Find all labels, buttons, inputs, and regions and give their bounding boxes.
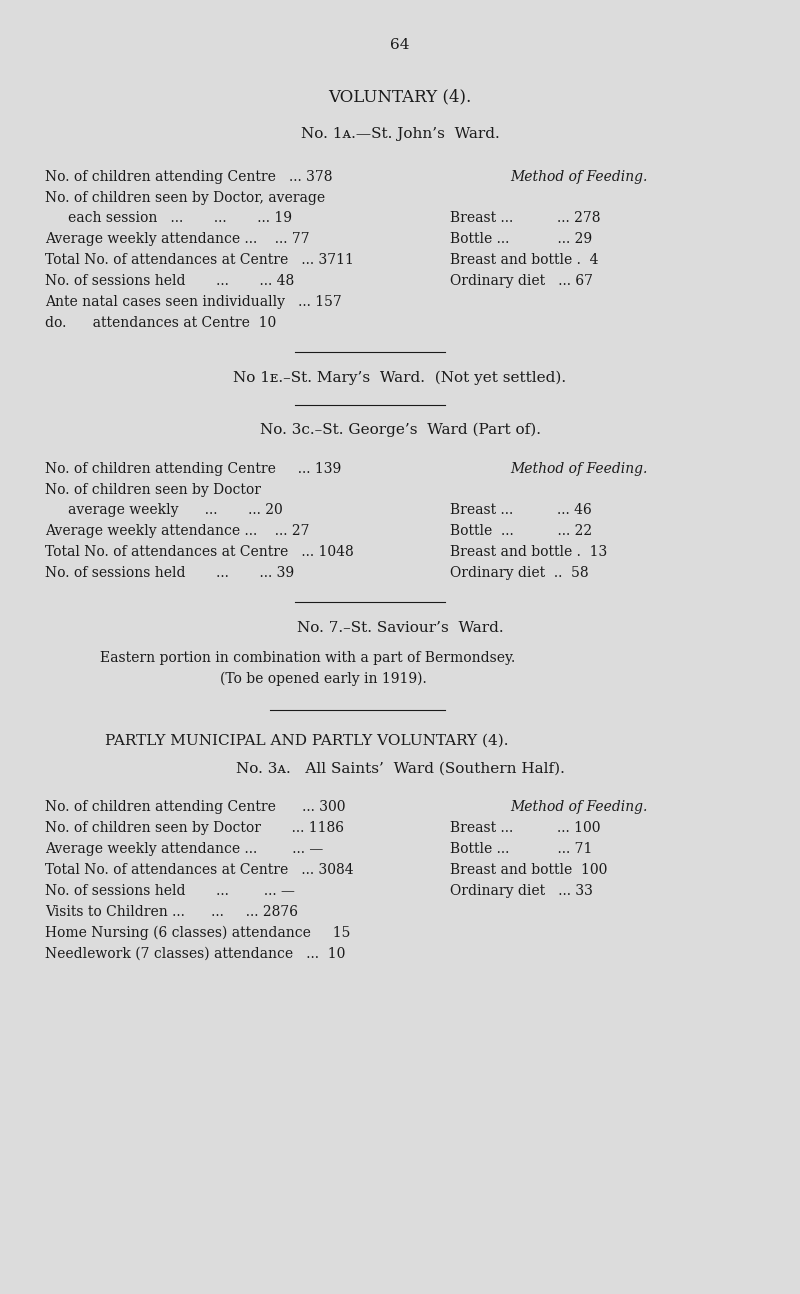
Text: No. of children attending Centre      ... 300: No. of children attending Centre ... 300 — [45, 800, 346, 814]
Text: Ordinary diet   ... 33: Ordinary diet ... 33 — [450, 884, 593, 898]
Text: Needlework (7 classes) attendance   ...  10: Needlework (7 classes) attendance ... 10 — [45, 947, 346, 961]
Text: No. 3ᴀ.   All Saints’  Ward (Southern Half).: No. 3ᴀ. All Saints’ Ward (Southern Half)… — [235, 762, 565, 776]
Text: Method of Feeding.: Method of Feeding. — [510, 170, 647, 184]
Text: PARTLY MUNICIPAL AND PARTLY VOLUNTARY (4).: PARTLY MUNICIPAL AND PARTLY VOLUNTARY (4… — [105, 734, 509, 748]
Text: Ordinary diet   ... 67: Ordinary diet ... 67 — [450, 274, 593, 289]
Text: No. of children seen by Doctor, average: No. of children seen by Doctor, average — [45, 192, 325, 204]
Text: Eastern portion in combination with a part of Bermondsey.: Eastern portion in combination with a pa… — [100, 651, 515, 665]
Text: No. 1ᴀ.—St. John’s  Ward.: No. 1ᴀ.—St. John’s Ward. — [301, 127, 499, 141]
Text: Home Nursing (6 classes) attendance     15: Home Nursing (6 classes) attendance 15 — [45, 927, 350, 941]
Text: No. of children seen by Doctor       ... 1186: No. of children seen by Doctor ... 1186 — [45, 820, 344, 835]
Text: Bottle ...           ... 71: Bottle ... ... 71 — [450, 842, 592, 857]
Text: Bottle ...           ... 29: Bottle ... ... 29 — [450, 232, 592, 246]
Text: VOLUNTARY (4).: VOLUNTARY (4). — [328, 88, 472, 105]
Text: No. of sessions held       ...       ... 39: No. of sessions held ... ... 39 — [45, 565, 294, 580]
Text: Breast ...          ... 100: Breast ... ... 100 — [450, 820, 601, 835]
Text: 64: 64 — [390, 38, 410, 52]
Text: average weekly      ...       ... 20: average weekly ... ... 20 — [68, 503, 282, 518]
Text: Breast and bottle .  13: Breast and bottle . 13 — [450, 545, 607, 559]
Text: Average weekly attendance ...    ... 27: Average weekly attendance ... ... 27 — [45, 524, 310, 538]
Text: No. of sessions held       ...        ... —: No. of sessions held ... ... — — [45, 884, 295, 898]
Text: do.      attendances at Centre  10: do. attendances at Centre 10 — [45, 316, 276, 330]
Text: Breast and bottle  100: Breast and bottle 100 — [450, 863, 607, 877]
Text: Breast ...          ... 46: Breast ... ... 46 — [450, 503, 592, 518]
Text: Method of Feeding.: Method of Feeding. — [510, 800, 647, 814]
Text: each session   ...       ...       ... 19: each session ... ... ... 19 — [68, 211, 292, 225]
Text: No. of children attending Centre     ... 139: No. of children attending Centre ... 139 — [45, 462, 342, 476]
Text: Visits to Children ...      ...     ... 2876: Visits to Children ... ... ... 2876 — [45, 905, 298, 919]
Text: Ordinary diet  ..  58: Ordinary diet .. 58 — [450, 565, 589, 580]
Text: Average weekly attendance ...    ... 77: Average weekly attendance ... ... 77 — [45, 232, 310, 246]
Text: No. of children attending Centre   ... 378: No. of children attending Centre ... 378 — [45, 170, 333, 184]
Text: No. of sessions held       ...       ... 48: No. of sessions held ... ... 48 — [45, 274, 294, 289]
Text: Total No. of attendances at Centre   ... 1048: Total No. of attendances at Centre ... 1… — [45, 545, 354, 559]
Text: Bottle  ...          ... 22: Bottle ... ... 22 — [450, 524, 592, 538]
Text: Total No. of attendances at Centre   ... 3711: Total No. of attendances at Centre ... 3… — [45, 254, 354, 267]
Text: No. 7.–St. Saviour’s  Ward.: No. 7.–St. Saviour’s Ward. — [297, 621, 503, 635]
Text: Breast ...          ... 278: Breast ... ... 278 — [450, 211, 601, 225]
Text: No 1ᴇ.–St. Mary’s  Ward.  (Not yet settled).: No 1ᴇ.–St. Mary’s Ward. (Not yet settled… — [234, 371, 566, 386]
Text: Total No. of attendances at Centre   ... 3084: Total No. of attendances at Centre ... 3… — [45, 863, 354, 877]
Text: No. 3c.–St. George’s  Ward (Part of).: No. 3c.–St. George’s Ward (Part of). — [259, 423, 541, 437]
Text: Method of Feeding.: Method of Feeding. — [510, 462, 647, 476]
Text: No. of children seen by Doctor: No. of children seen by Doctor — [45, 483, 261, 497]
Text: (To be opened early in 1919).: (To be opened early in 1919). — [220, 672, 426, 686]
Text: Average weekly attendance ...        ... —: Average weekly attendance ... ... — — [45, 842, 323, 857]
Text: Breast and bottle .  4: Breast and bottle . 4 — [450, 254, 598, 267]
Text: Ante natal cases seen individually   ... 157: Ante natal cases seen individually ... 1… — [45, 295, 342, 309]
